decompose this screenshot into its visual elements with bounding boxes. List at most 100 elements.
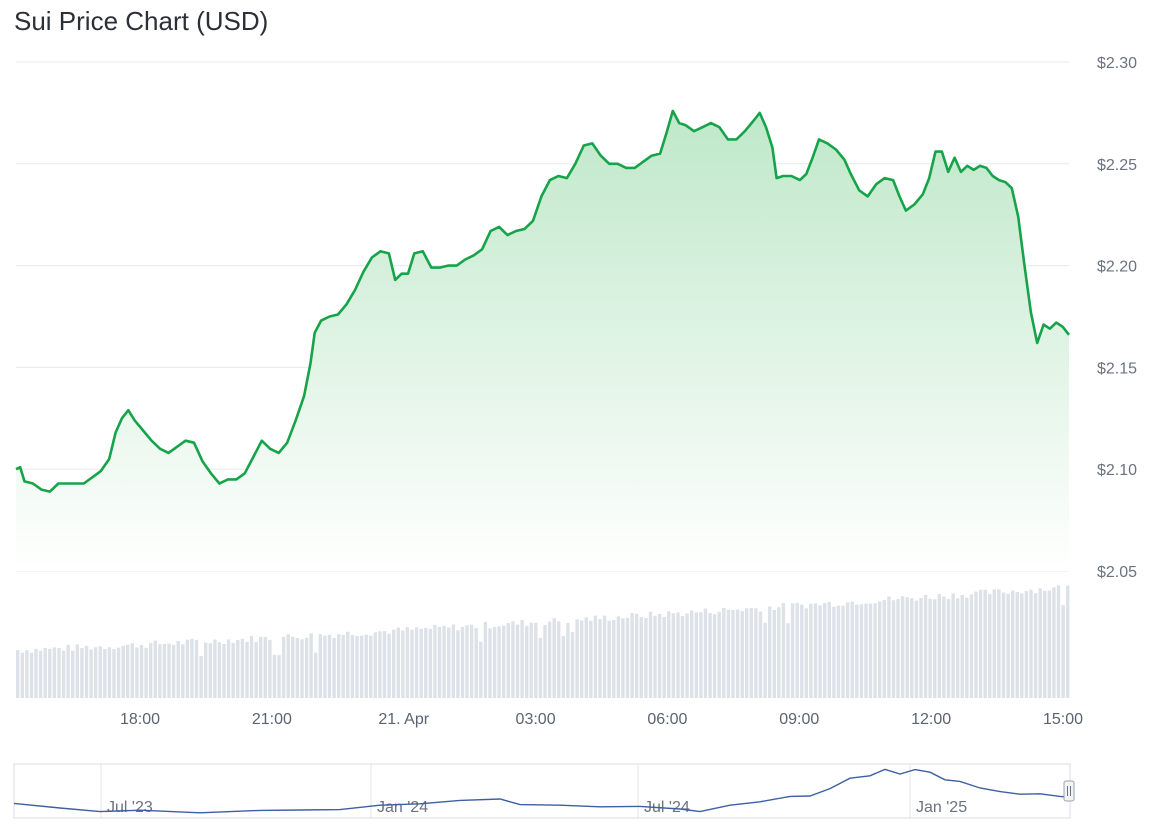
volume-bar	[795, 602, 799, 698]
volume-bar	[1047, 590, 1052, 698]
x-tick-label: 21:00	[252, 711, 292, 728]
y-tick-label: $2.15	[1097, 360, 1137, 377]
volume-bar	[144, 647, 148, 698]
volume-bar	[653, 615, 657, 698]
volume-bar	[717, 611, 721, 698]
volume-bar	[66, 644, 70, 698]
volume-bar	[1052, 587, 1056, 698]
volume-bar	[364, 634, 368, 698]
navigator-frame	[13, 763, 1071, 819]
volume-bar	[103, 649, 107, 698]
volume-bar	[208, 643, 212, 698]
volume-bar	[442, 625, 446, 698]
volume-bar	[277, 655, 281, 698]
volume-bar	[758, 611, 763, 698]
volume-bar	[43, 647, 47, 698]
volume-bar	[566, 622, 570, 698]
navigator[interactable]: Jul '23 Jan '24 Jul '24 Jan '25	[13, 763, 1075, 819]
volume-bar	[538, 637, 543, 698]
volume-bar	[1001, 592, 1006, 698]
navigator-handle[interactable]	[1063, 780, 1075, 802]
volume-bar	[304, 637, 309, 698]
volume-bar	[341, 634, 345, 698]
volume-bar	[800, 604, 804, 698]
volume-bar	[359, 635, 364, 698]
volume-bar	[547, 621, 552, 698]
volume-bar	[625, 617, 630, 698]
volume-bar	[98, 646, 102, 698]
volume-bar	[387, 633, 391, 698]
volume-bar	[1024, 591, 1029, 698]
volume-bar	[295, 638, 300, 698]
navigator-label: Jul '23	[107, 799, 153, 816]
price-area-fill	[16, 110, 1069, 572]
volume-bar	[1043, 590, 1047, 698]
price-area	[15, 109, 1071, 572]
volume-bar	[318, 634, 322, 698]
volume-bar	[1033, 593, 1038, 698]
volume-bars	[16, 585, 1070, 698]
x-tick-label: 06:00	[647, 711, 687, 728]
volume-bar	[171, 644, 176, 698]
volume-bar	[1066, 585, 1070, 698]
volume-bar	[479, 641, 483, 698]
volume-bar	[928, 598, 932, 698]
volume-bar	[942, 596, 946, 698]
navigator-label: Jan '25	[916, 799, 967, 816]
volume-bar	[29, 652, 34, 698]
volume-bar	[153, 640, 157, 698]
volume-bar	[575, 619, 579, 698]
volume-bar	[593, 615, 598, 698]
volume-bar	[309, 633, 313, 698]
volume-bar	[213, 639, 217, 698]
volume-bar	[1011, 590, 1015, 698]
price-line[interactable]	[15, 109, 1071, 493]
volume-bar	[314, 652, 318, 698]
volume-bar	[722, 608, 726, 698]
x-tick-label: 09:00	[779, 711, 819, 728]
volume-bar	[699, 612, 703, 698]
volume-bar	[204, 642, 208, 698]
volume-bar	[813, 603, 818, 698]
volume-bar	[818, 605, 822, 698]
volume-bar	[557, 621, 561, 698]
volume-bar	[635, 613, 639, 698]
volume-bar	[410, 629, 414, 698]
volume-bar	[754, 608, 758, 698]
volume-bar	[864, 603, 868, 698]
y-tick-label: $2.30	[1097, 55, 1137, 72]
volume-bar	[580, 620, 584, 698]
volume-bar	[80, 648, 84, 698]
volume-bar	[323, 635, 327, 698]
volume-bar	[607, 620, 611, 698]
volume-bar	[1038, 588, 1042, 698]
volume-bar	[34, 648, 38, 698]
volume-bar	[694, 612, 698, 698]
volume-bar	[226, 639, 231, 698]
volume-bar	[502, 625, 506, 698]
volume-bar	[685, 613, 689, 698]
x-tick-label: 12:00	[911, 711, 951, 728]
volume-bar	[992, 589, 996, 698]
volume-bar	[946, 599, 951, 698]
volume-bar	[804, 608, 808, 698]
volume-bar	[25, 650, 29, 698]
volume-bar	[827, 602, 831, 698]
volume-bar	[456, 630, 460, 698]
volume-bar	[401, 630, 405, 698]
volume-bar	[149, 642, 153, 698]
volume-bar	[392, 629, 396, 698]
volume-bar	[525, 625, 529, 698]
volume-bar	[534, 622, 538, 698]
volume-bar	[497, 626, 501, 698]
volume-bar	[75, 644, 79, 698]
volume-bar	[263, 636, 267, 698]
volume-bar	[382, 631, 387, 698]
volume-bar	[332, 637, 336, 698]
volume-bar	[612, 620, 616, 698]
volume-bar	[437, 626, 442, 698]
volume-bar	[648, 611, 653, 698]
volume-bar	[662, 616, 666, 698]
volume-bar	[749, 607, 753, 698]
